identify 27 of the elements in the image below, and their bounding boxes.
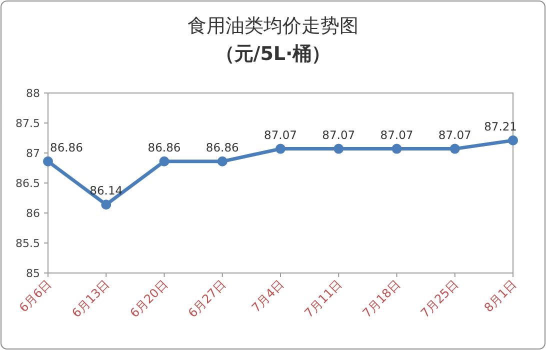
data-label: 87.07 (380, 128, 414, 142)
x-tick-label: 6月6日 (16, 277, 54, 315)
y-tick-label: 86 (26, 207, 40, 220)
y-tick-label: 85 (26, 267, 40, 280)
x-tick-label: 6月27日 (185, 277, 228, 320)
y-tick-label: 87.5 (16, 117, 40, 130)
data-label: 87.21 (484, 119, 517, 134)
x-tick-label: 7月4日 (248, 277, 287, 315)
x-tick-label: 7月18日 (360, 277, 403, 320)
x-tick-label: 6月20日 (127, 277, 170, 320)
data-label: 86.86 (50, 140, 83, 154)
y-tick-label: 87 (26, 147, 40, 160)
y-tick-label: 88 (26, 87, 40, 100)
chart-subtitle: （元/5L·桶） (215, 43, 331, 65)
data-label: 87.07 (264, 128, 297, 142)
y-tick-label: 85.5 (16, 237, 40, 250)
data-label: 86.86 (148, 140, 181, 154)
data-label: 87.07 (438, 128, 472, 142)
x-tick-label: 8月1日 (481, 277, 520, 315)
chart-title: 食用油类均价走势图 (188, 15, 358, 37)
data-label: 86.14 (90, 184, 123, 198)
x-tick-label: 6月13日 (69, 277, 112, 320)
x-tick-label: 7月25日 (418, 277, 461, 320)
x-tick-label: 7月11日 (302, 277, 345, 320)
data-label: 86.86 (206, 140, 239, 154)
y-tick-label: 86.5 (16, 177, 40, 190)
data-label: 87.07 (322, 128, 356, 142)
